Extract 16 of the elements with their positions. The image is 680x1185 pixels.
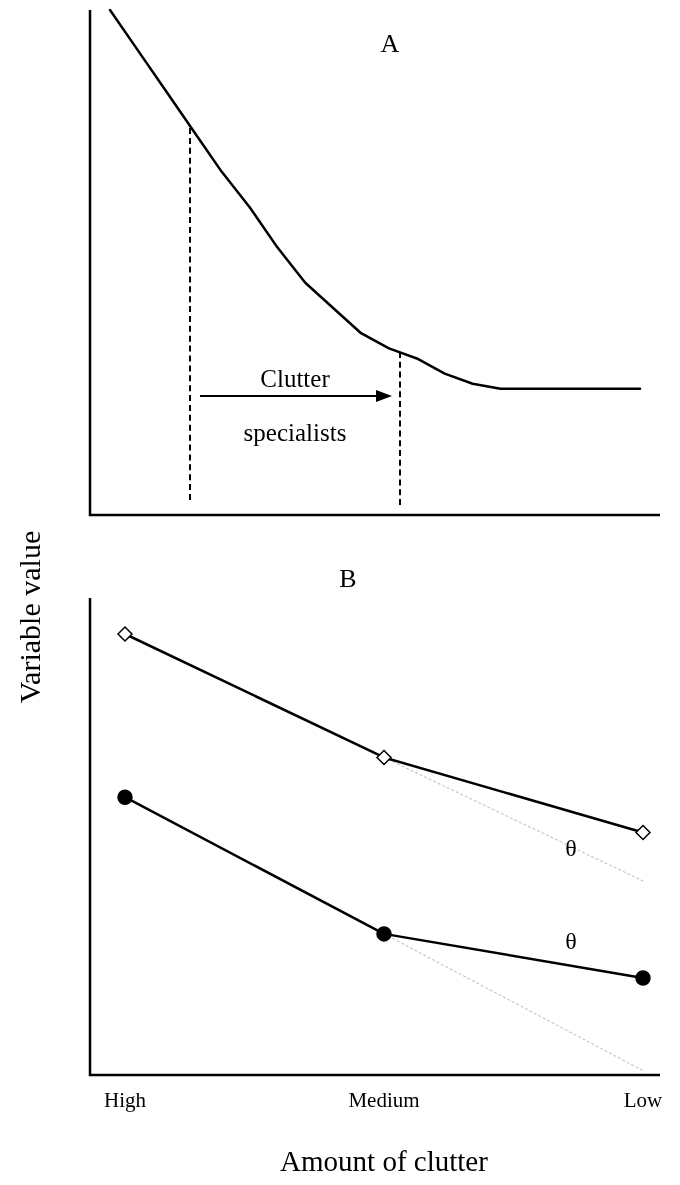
point bbox=[635, 824, 651, 841]
chart-title: B bbox=[339, 563, 357, 593]
y-axis-title: Variable value bbox=[13, 529, 47, 706]
text: A bbox=[380, 28, 400, 58]
x-tick-label: High bbox=[104, 1088, 147, 1113]
point bbox=[376, 926, 392, 942]
annotation: Clutter specialists bbox=[242, 364, 348, 448]
x-tick-label: Medium bbox=[348, 1088, 420, 1113]
x-tick-label: Low bbox=[623, 1088, 664, 1113]
point bbox=[376, 749, 392, 766]
x-axis-title: Amount of clutter bbox=[280, 1145, 489, 1178]
point bbox=[117, 789, 133, 805]
annotation: θ bbox=[565, 928, 577, 954]
point bbox=[117, 626, 133, 642]
point bbox=[635, 970, 651, 986]
annotation: θ bbox=[565, 835, 577, 862]
